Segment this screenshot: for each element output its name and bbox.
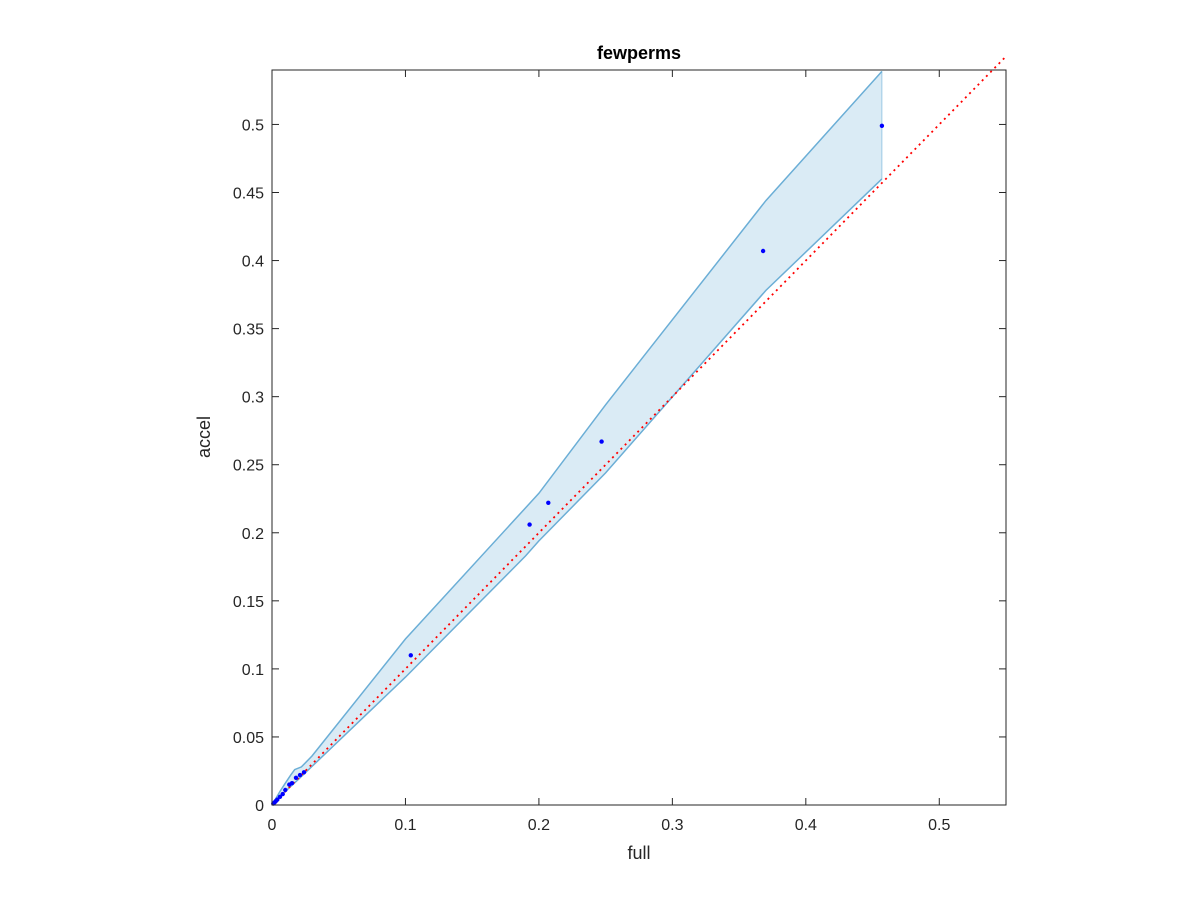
data-point [599,439,604,444]
y-tick-label: 0 [255,798,264,815]
band-fill [272,71,882,805]
data-point [546,500,551,505]
data-point [408,653,413,658]
y-axis-label: accel [194,416,214,458]
data-point [275,797,280,802]
data-point [879,123,885,128]
x-tick-label: 0 [268,817,277,834]
x-tick-label: 0.2 [528,817,550,834]
data-point [527,522,532,527]
data-point [280,791,285,797]
data-point [283,787,288,793]
data-point [301,770,307,775]
y-tick-label: 0.35 [233,322,264,339]
y-axis-ticks: 0 0.05 0.1 0.15 0.2 0.25 0.3 0.35 0.4 0.45 0.5 [233,117,1006,815]
x-tick-label: 0.1 [394,817,416,834]
axes-box [271,69,1007,806]
y-tick-label: 0.15 [233,594,264,611]
reference-line [271,55,1007,806]
y-tick-label: 0.45 [233,186,264,203]
x-tick-label: 0.5 [928,817,950,834]
y-tick-label: 0.4 [242,254,264,271]
y-tick-label: 0.1 [242,662,264,679]
y-tick-label: 0.5 [242,117,264,134]
data-point [297,772,303,778]
x-axis-label: full [627,843,650,863]
data-point [293,775,299,780]
reference-line-group [271,55,1007,806]
y-tick-label: 0.2 [242,526,264,543]
axes-background [272,70,1006,805]
x-tick-label: 0.3 [661,817,683,834]
chart-title: fewperms [597,43,681,63]
band-upper-edge [271,70,883,806]
x-tick-label: 0.4 [795,817,817,834]
y-tick-label: 0.3 [242,390,264,407]
data-point [289,781,295,786]
x-axis-ticks: 0 0.1 0.2 0.3 0.4 0.5 [268,70,950,834]
y-tick-label: 0.25 [233,458,264,475]
y-tick-label: 0.05 [233,730,264,747]
plot-area: 0 0.1 0.2 0.3 0.4 0.5 00.050.10.150.20.250.30… [233,55,1007,834]
data-point [760,248,766,254]
data-point [277,794,283,799]
